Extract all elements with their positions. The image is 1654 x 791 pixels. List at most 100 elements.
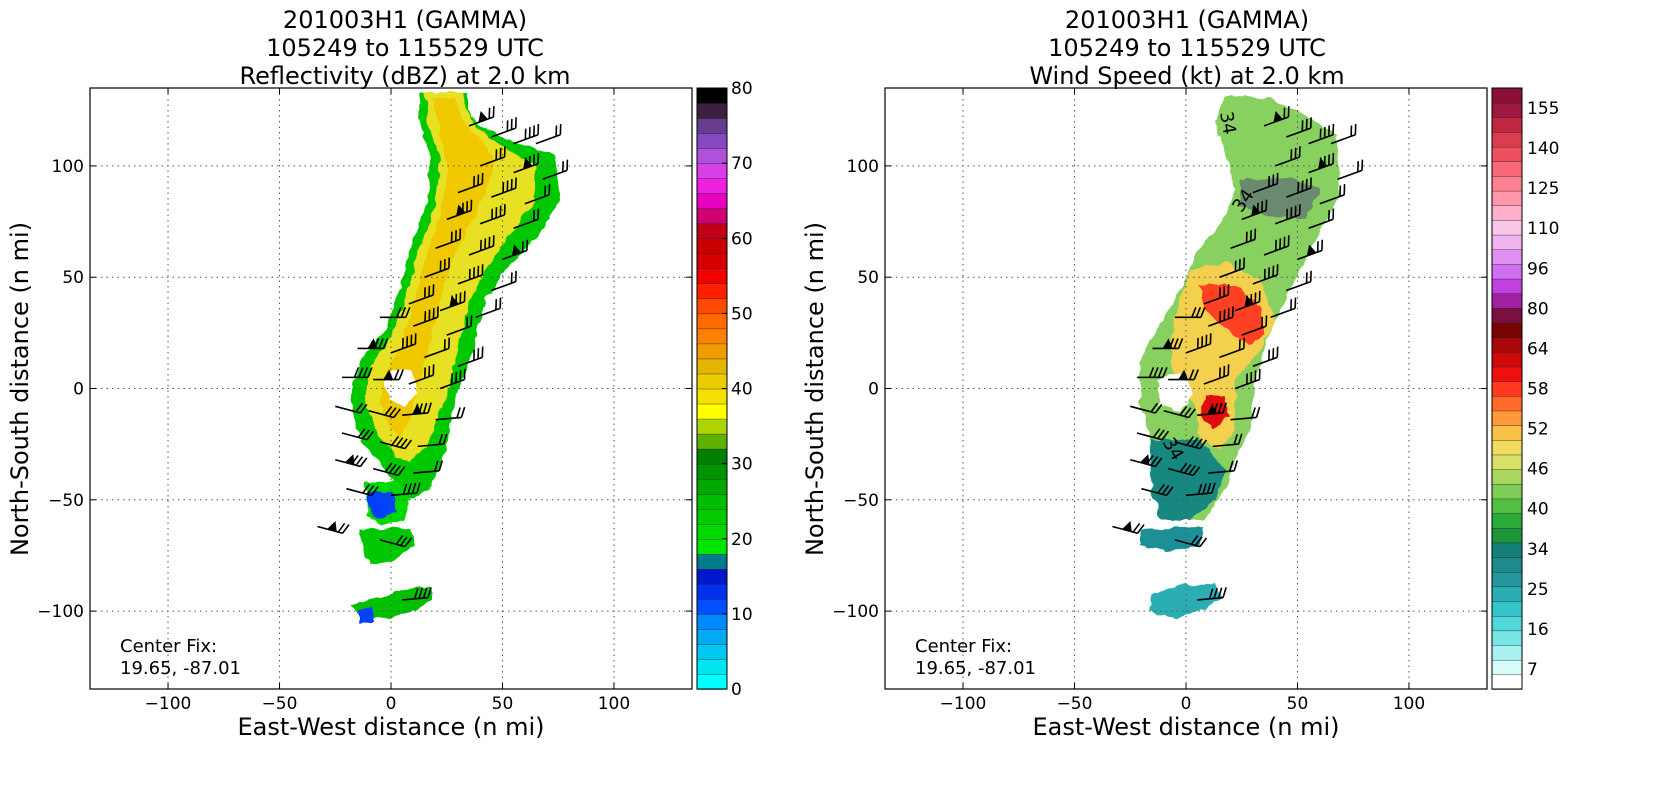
panel1-y-axis-label: North-South distance (n mi) — [6, 222, 34, 556]
wind-barb — [535, 123, 562, 145]
wind-barb — [1286, 270, 1312, 292]
wind-barb — [524, 184, 551, 205]
y-tick-label: −100 — [832, 602, 879, 622]
colorbar-swatch — [696, 508, 728, 525]
colorbar-swatch — [1491, 263, 1523, 280]
colorbar-swatch — [696, 448, 728, 465]
panel2-center-fix-coords: 19.65, -87.01 — [915, 658, 1036, 679]
colorbar-swatch — [696, 403, 728, 420]
colorbar-swatch — [1491, 542, 1523, 558]
wind-barb — [457, 264, 484, 285]
panel2-title-line3: Wind Speed (kt) at 2.0 km — [1029, 62, 1344, 90]
colorbar-swatch — [1491, 278, 1523, 294]
colorbar-swatch — [1491, 117, 1523, 133]
wind-barb — [346, 483, 379, 497]
colorbar-tick-label: 58 — [1527, 380, 1549, 400]
colorbar-swatch — [1491, 87, 1523, 104]
colorbar-swatch — [696, 523, 728, 540]
wind-barb — [1263, 106, 1290, 127]
panel1-title-line2: 105249 to 115529 UTC — [266, 34, 544, 62]
wind-barb — [1203, 364, 1230, 385]
wind-barb — [1241, 315, 1268, 336]
colorbar-swatch — [1491, 351, 1523, 368]
colorbar-swatch — [1491, 571, 1523, 588]
colorbar-tick-label: 10 — [731, 605, 753, 625]
colorbar-swatch — [1491, 615, 1523, 632]
wind-speed-field — [1140, 96, 1340, 618]
wind-barb — [1141, 483, 1174, 497]
colorbar-swatch — [696, 238, 728, 254]
colorbar-swatch — [696, 207, 728, 224]
wind-barb — [491, 117, 517, 138]
wind-barb — [1130, 454, 1163, 468]
panel1-title-line1: 201003H1 (GAMMA) — [283, 6, 527, 34]
colorbar-swatch — [696, 358, 728, 375]
wind-barb — [1212, 433, 1243, 448]
wind-barb — [1308, 123, 1335, 145]
wind-barb — [413, 306, 439, 327]
wind-barb — [446, 315, 473, 336]
colorbar-tick-label: 60 — [731, 229, 753, 249]
colorbar-swatch — [696, 132, 728, 149]
wind-barb — [1203, 284, 1230, 305]
colorbar-swatch — [1491, 483, 1523, 500]
x-tick-label: −100 — [145, 694, 192, 714]
colorbar-swatch — [696, 117, 728, 134]
colorbar-swatch — [696, 177, 728, 194]
wind-barb — [1308, 152, 1335, 174]
colorbar-swatch — [1491, 249, 1523, 265]
panel2-wind-barbs — [1112, 106, 1364, 601]
colorbar-tick-label: 52 — [1527, 420, 1549, 440]
colorbar-swatch — [1491, 190, 1523, 206]
wind-barb — [491, 177, 517, 198]
wind-barb — [1230, 406, 1261, 421]
panel2-axis-ticks: −100 −50 0 50 100 −100 −50 0 50 100 — [832, 88, 1487, 714]
wind-barb — [1174, 535, 1208, 548]
wind-barb — [1241, 199, 1268, 221]
colorbar-tick-label: 34 — [1527, 540, 1549, 560]
colorbar-swatch — [1491, 293, 1523, 309]
colorbar-swatch — [1491, 131, 1523, 148]
colorbar-swatch — [1491, 366, 1523, 382]
colorbar-swatch — [1491, 512, 1523, 529]
x-tick-label: −50 — [262, 694, 298, 714]
wind-barb — [408, 364, 435, 385]
wind-barb — [435, 406, 466, 421]
wind-barb — [1252, 346, 1279, 367]
colorbar-swatch — [696, 388, 728, 405]
colorbar-swatch — [1491, 630, 1523, 646]
wind-barb — [1274, 204, 1301, 225]
colorbar-swatch — [1491, 380, 1523, 397]
wind-barb — [1234, 290, 1261, 312]
wind-barb — [1136, 428, 1170, 441]
x-tick-label: −50 — [1057, 694, 1093, 714]
colorbar-tick-label: 16 — [1527, 620, 1549, 640]
colorbar-swatch — [696, 192, 728, 209]
x-tick-label: 100 — [1393, 694, 1425, 714]
wind-barb — [373, 369, 404, 381]
wind-barb — [1308, 208, 1335, 229]
panel1-wind-barbs — [317, 106, 569, 601]
x-tick-label: 50 — [492, 694, 514, 714]
wind-barb — [341, 367, 373, 379]
wind-barb — [491, 270, 517, 292]
colorbar-swatch — [1491, 410, 1523, 426]
wind-barb — [446, 199, 473, 221]
colorbar-swatch — [1491, 644, 1523, 661]
wind-barb — [1197, 402, 1227, 417]
wind-barb — [402, 587, 432, 601]
reflectivity-colorbar: 0 10 20 30 40 50 60 70 80 — [696, 79, 753, 700]
colorbar-swatch — [696, 568, 728, 585]
colorbar-swatch — [1491, 336, 1523, 353]
wind-barb — [341, 428, 375, 441]
wind-barb — [1208, 306, 1234, 327]
colorbar-tick-label: 40 — [1527, 500, 1549, 520]
colorbar-swatch — [696, 643, 728, 660]
wind-barb — [1130, 402, 1163, 414]
wind-barb — [1319, 184, 1346, 205]
colorbar-swatch — [696, 433, 728, 450]
y-tick-label: 100 — [847, 157, 879, 177]
colorbar-swatch — [1491, 219, 1523, 236]
colorbar-swatch — [1491, 322, 1523, 338]
wind-barb — [1286, 177, 1312, 198]
